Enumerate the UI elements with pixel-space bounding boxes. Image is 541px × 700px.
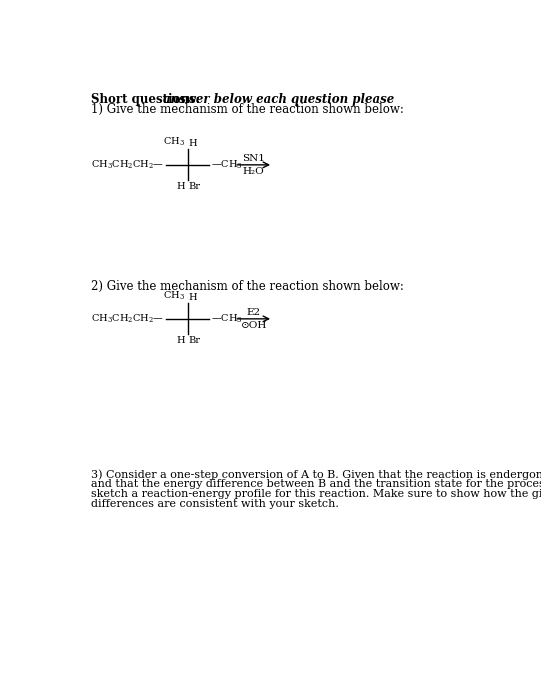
Text: 3) Consider a one-step conversion of A to B. Given that the reaction is endergon: 3) Consider a one-step conversion of A t… xyxy=(91,469,541,480)
Text: $\mathregular{CH_3CH_2CH_2}$—: $\mathregular{CH_3CH_2CH_2}$— xyxy=(91,313,164,325)
Text: 1) Give the mechanism of the reaction shown below:: 1) Give the mechanism of the reaction sh… xyxy=(91,103,404,116)
Text: Br: Br xyxy=(188,182,201,191)
Text: ⊙OH: ⊙OH xyxy=(240,321,267,330)
Text: H: H xyxy=(188,293,197,302)
Text: sketch a reaction-energy profile for this reaction. Make sure to show how the gi: sketch a reaction-energy profile for thi… xyxy=(91,489,541,499)
Text: H₂O: H₂O xyxy=(243,167,265,176)
Text: $\mathregular{CH_3}$: $\mathregular{CH_3}$ xyxy=(163,289,186,302)
Text: differences are consistent with your sketch.: differences are consistent with your ske… xyxy=(91,499,339,509)
Text: E2: E2 xyxy=(247,307,261,316)
Text: H: H xyxy=(177,182,186,191)
Text: —$\mathregular{CH_3}$: —$\mathregular{CH_3}$ xyxy=(211,313,243,325)
Text: $\mathregular{CH_3}$: $\mathregular{CH_3}$ xyxy=(163,135,186,148)
Text: Short questions:: Short questions: xyxy=(91,93,204,106)
Text: 2) Give the mechanism of the reaction shown below:: 2) Give the mechanism of the reaction sh… xyxy=(91,280,404,293)
Text: SN1: SN1 xyxy=(242,153,265,162)
Text: answer below each question please: answer below each question please xyxy=(163,93,394,106)
Text: H: H xyxy=(188,139,197,148)
Text: H: H xyxy=(177,336,186,345)
Text: —$\mathregular{CH_3}$: —$\mathregular{CH_3}$ xyxy=(211,159,243,171)
Text: and that the energy difference between B and the transition state for the proces: and that the energy difference between B… xyxy=(91,479,541,489)
Text: Br: Br xyxy=(188,336,201,345)
Text: $\mathregular{CH_3CH_2CH_2}$—: $\mathregular{CH_3CH_2CH_2}$— xyxy=(91,159,164,171)
